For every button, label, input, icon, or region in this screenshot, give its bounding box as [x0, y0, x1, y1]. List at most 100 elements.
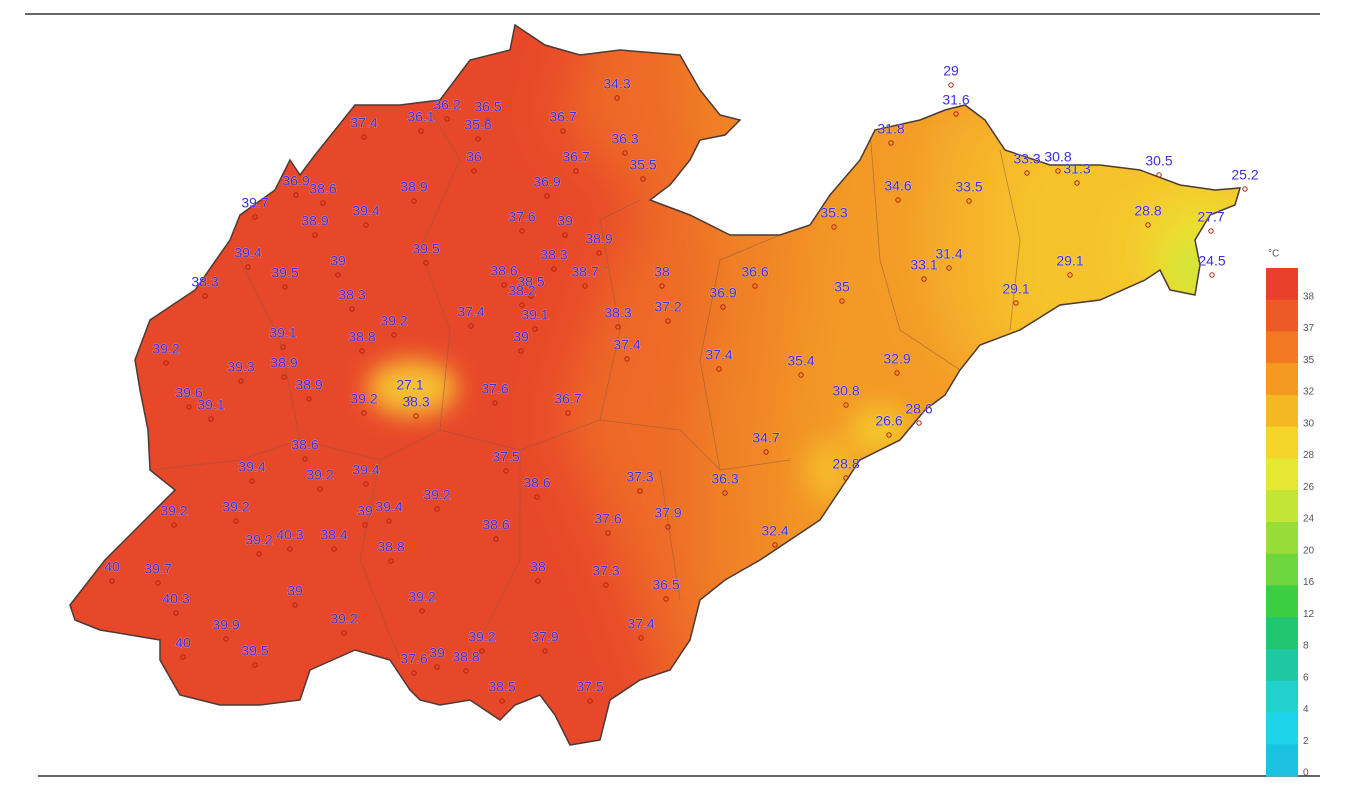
- temperature-label: 34.6: [884, 178, 911, 194]
- station-dot: [659, 283, 665, 289]
- station-dot: [223, 636, 229, 642]
- station-dot: [493, 536, 499, 542]
- temperature-label: 40.3: [276, 527, 303, 543]
- temperature-label: 40.3: [162, 591, 189, 607]
- temperature-label: 31.4: [935, 246, 962, 262]
- station-dot: [843, 475, 849, 481]
- temperature-label: 28.8: [832, 456, 859, 472]
- station-dot: [603, 582, 609, 588]
- station-dot: [485, 118, 491, 124]
- field-gradient: [560, 25, 1240, 745]
- temperature-label: 39.4: [352, 462, 379, 478]
- temperature-label: 30.8: [832, 383, 859, 399]
- temperature-label: 36.5: [474, 99, 501, 115]
- station-dot: [528, 293, 534, 299]
- station-dot: [895, 197, 901, 203]
- temperature-label: 37.4: [350, 115, 377, 131]
- temperature-label: 36.5: [652, 577, 679, 593]
- station-dot: [1024, 170, 1030, 176]
- station-dot: [624, 356, 630, 362]
- temperature-label: 38.2: [508, 283, 535, 299]
- station-dot: [663, 596, 669, 602]
- station-dot: [186, 404, 192, 410]
- station-dot: [423, 260, 429, 266]
- temperature-label: 39.2: [160, 503, 187, 519]
- temperature-label: 36.1: [407, 109, 434, 125]
- station-dot: [886, 432, 892, 438]
- station-dot: [109, 578, 115, 584]
- station-dot: [171, 522, 177, 528]
- station-dot: [208, 416, 214, 422]
- station-dot: [411, 198, 417, 204]
- station-dot: [831, 224, 837, 230]
- legend-swatch: [1266, 458, 1298, 491]
- station-dot: [1074, 180, 1080, 186]
- legend-tick-label: 0: [1303, 768, 1309, 779]
- legend-unit: °C: [1268, 249, 1279, 260]
- station-dot: [391, 332, 397, 338]
- temperature-label: 39.4: [375, 499, 402, 515]
- temperature-label: 40: [175, 635, 191, 651]
- station-dot: [716, 366, 722, 372]
- station-dot: [419, 608, 425, 614]
- temperature-label: 39.9: [212, 617, 239, 633]
- temperature-label: 39.1: [269, 325, 296, 341]
- station-dot: [245, 264, 251, 270]
- temperature-label: 39.2: [222, 499, 249, 515]
- legend-swatch: [1266, 268, 1298, 301]
- station-dot: [252, 214, 258, 220]
- station-dot: [434, 664, 440, 670]
- temperature-label: 38.8: [348, 329, 375, 345]
- temperature-label: 38.8: [452, 649, 479, 665]
- temperature-label: 26.6: [875, 413, 902, 429]
- station-dot: [839, 298, 845, 304]
- temperature-label: 32.4: [761, 523, 788, 539]
- station-dot: [665, 524, 671, 530]
- temperature-label: 38.9: [295, 377, 322, 393]
- station-dot: [479, 648, 485, 654]
- temperature-label: 40: [104, 559, 120, 575]
- station-dot: [499, 698, 505, 704]
- temperature-label: 36: [466, 149, 482, 165]
- legend-swatch: [1266, 490, 1298, 523]
- station-dot: [1055, 168, 1061, 174]
- station-dot: [596, 250, 602, 256]
- temperature-label: 30.8: [1044, 149, 1071, 165]
- temperature-label: 38.9: [301, 213, 328, 229]
- temperature-label: 38.8: [377, 539, 404, 555]
- station-dot: [202, 293, 208, 299]
- legend-tick-label: 4: [1303, 704, 1309, 715]
- station-dot: [640, 176, 646, 182]
- temperature-label: 39.4: [352, 203, 379, 219]
- station-dot: [411, 670, 417, 676]
- temperature-label: 33.3: [1013, 151, 1040, 167]
- station-dot: [542, 648, 548, 654]
- temperature-label: 37.6: [508, 209, 535, 225]
- station-dot: [544, 193, 550, 199]
- temperature-label: 36.7: [562, 149, 589, 165]
- temperature-label: 37.6: [594, 511, 621, 527]
- legend-swatch: [1266, 744, 1298, 777]
- station-dot: [331, 546, 337, 552]
- station-dot: [562, 232, 568, 238]
- station-dot: [622, 150, 628, 156]
- station-dot: [605, 530, 611, 536]
- station-dot: [388, 558, 394, 564]
- boundaries: [149, 109, 1021, 661]
- temperature-label: 38.9: [585, 231, 612, 247]
- station-dot: [518, 348, 524, 354]
- temperature-label: 38.6: [482, 517, 509, 533]
- station-dot: [173, 610, 179, 616]
- legend-swatch: [1266, 617, 1298, 650]
- temperature-label: 37.4: [705, 347, 732, 363]
- temperature-label: 27.7: [1197, 209, 1224, 225]
- temperature-label: 39.2: [245, 532, 272, 548]
- temperature-label: 31.3: [1063, 161, 1090, 177]
- temperature-label: 37.3: [592, 563, 619, 579]
- station-dot: [1209, 272, 1215, 278]
- station-dot: [894, 370, 900, 376]
- temperature-label: 39.2: [350, 391, 377, 407]
- station-dot: [953, 111, 959, 117]
- temperature-label: 24.5: [1198, 253, 1225, 269]
- temperature-label: 39.2: [423, 487, 450, 503]
